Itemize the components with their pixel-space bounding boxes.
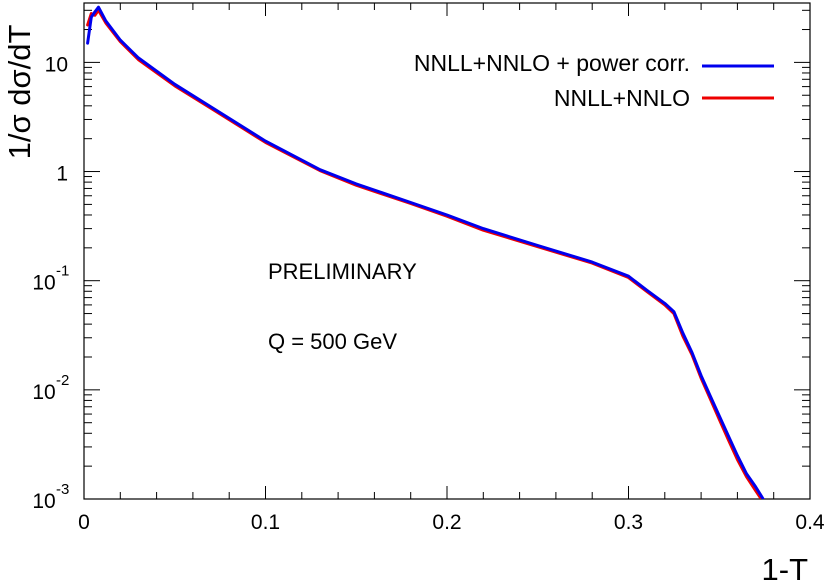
- series-line-power-corr: [86, 5, 765, 499]
- x-tick-label: 0.4: [795, 511, 825, 534]
- legend-label-nnll-nnlo: NNLL+NNLO: [554, 85, 690, 111]
- legend-label-power-corr: NNLL+NNLO + power corr.: [414, 50, 690, 76]
- x-tick-label: 0: [78, 511, 90, 534]
- annotation-energy: Q = 500 GeV: [268, 329, 397, 354]
- plot-frame: [83, 2, 811, 500]
- y-tick-label: 10: [32, 381, 55, 404]
- annotation-preliminary: PRELIMINARY: [268, 259, 417, 284]
- x-tick-label: 0.2: [432, 511, 461, 534]
- y-tick-label: 10: [32, 272, 55, 295]
- y-tick-exponent: -2: [56, 372, 69, 389]
- x-axis-title: 1-T: [762, 552, 809, 587]
- y-axis-title: 1/σ dσ/dT: [2, 25, 37, 160]
- x-tick-label: 0.1: [251, 511, 280, 534]
- y-tick-exponent: -1: [56, 263, 69, 280]
- y-tick-label: 10: [32, 490, 55, 513]
- x-tick-label: 0.3: [614, 511, 643, 534]
- y-tick-label: 10: [45, 53, 68, 76]
- y-tick-label: 1: [56, 163, 68, 186]
- y-tick-exponent: -3: [56, 481, 69, 498]
